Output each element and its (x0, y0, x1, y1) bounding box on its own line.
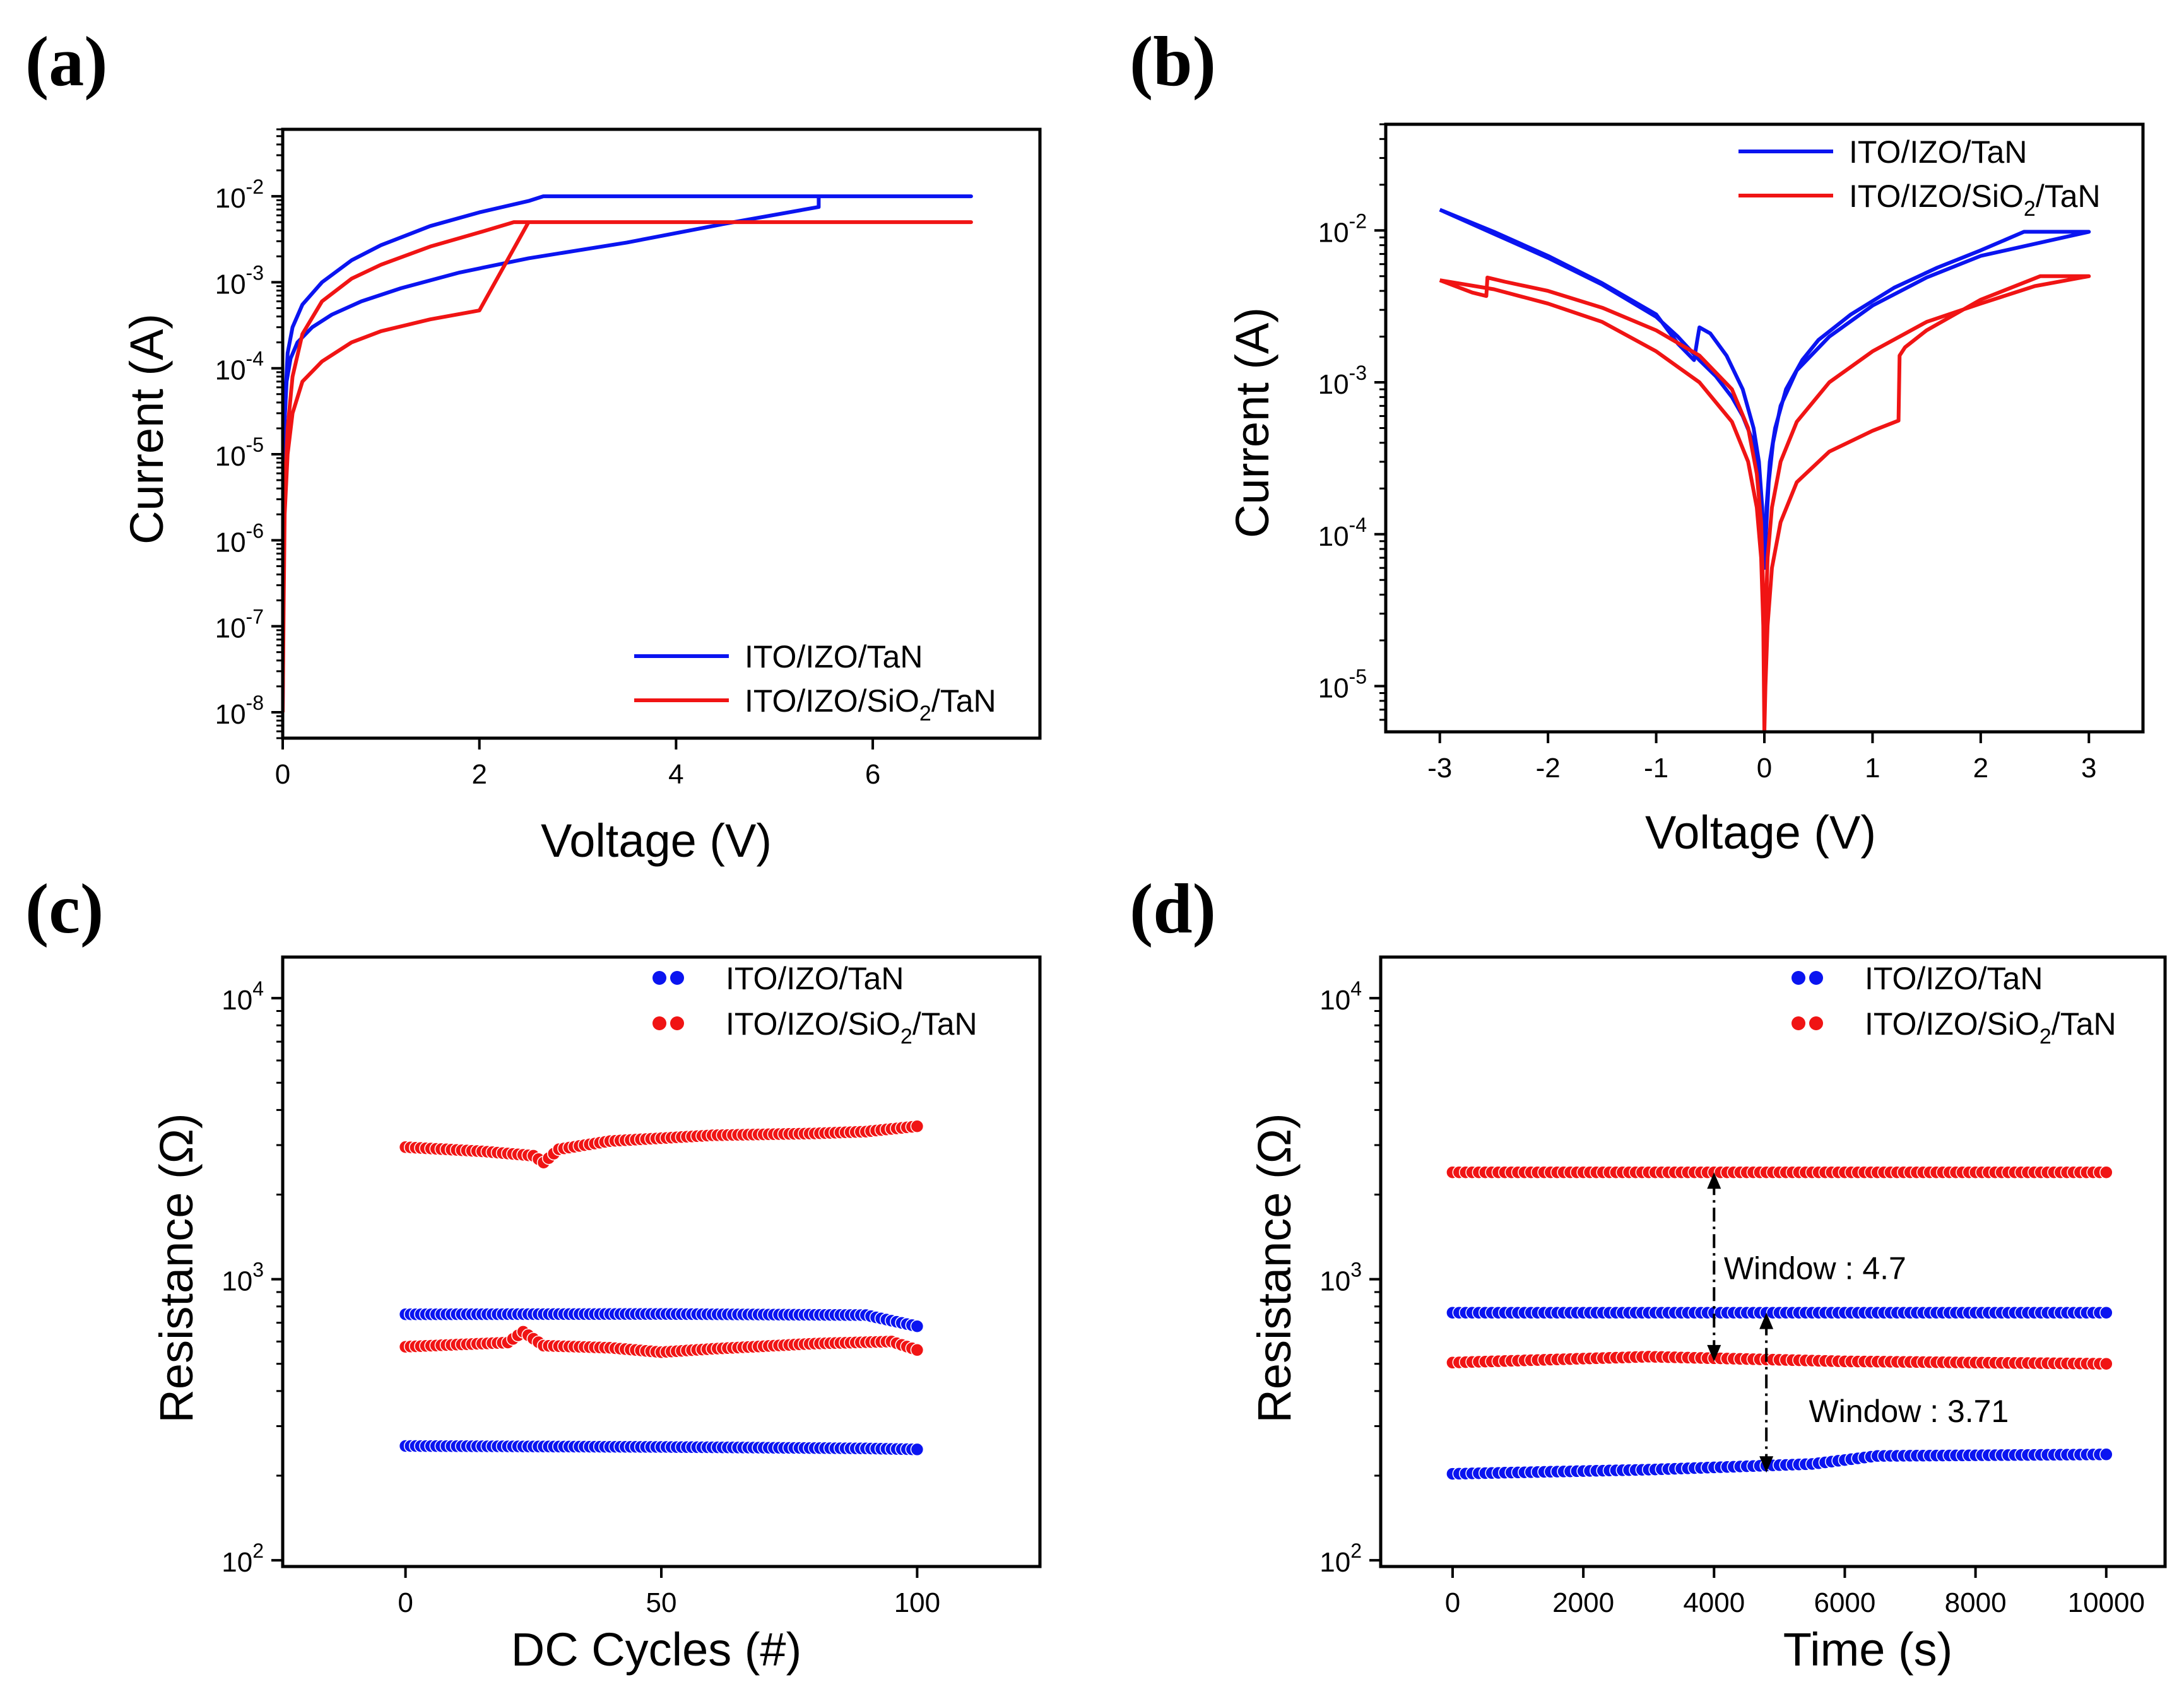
legend-label: ITO/IZO/TaN (1849, 134, 2027, 170)
x-tick-label: -2 (1536, 753, 1561, 784)
legend-label: ITO/IZO/SiO2/TaN (1849, 179, 2101, 221)
panel-c-x-axis-label: DC Cycles (#) (511, 1623, 801, 1676)
x-tick-label: 4 (668, 759, 683, 790)
legend-swatch (652, 1016, 666, 1030)
window-arrow-head-down (1707, 1344, 1721, 1361)
data-point (2099, 1165, 2113, 1179)
panel-d: (d) Time (s) Resistance (Ω) 0 2000 4000 600… (1130, 870, 2167, 1676)
panel-d-y-axis-label: Resistance (Ω) (1248, 1113, 1301, 1423)
legend-label: ITO/IZO/TaN (745, 639, 923, 674)
x-tick-label: 1 (1865, 753, 1880, 784)
x-tick-label: 2 (1973, 753, 1988, 784)
data-layer (283, 194, 973, 713)
data-point (910, 1442, 924, 1457)
panel-a-label: (a) (25, 23, 108, 101)
series-line-2 (1439, 274, 2091, 732)
legend-label: ITO/IZO/SiO2/TaN (1865, 1006, 2116, 1049)
panel-c: (c) DC Cycles (#) Resistance (Ω) 0 50 1001… (25, 870, 1042, 1676)
panel-a: (a) Voltage (V) Current (A) 0 2 4 610-810-7… (25, 23, 1042, 867)
panel-d-label: (d) (1130, 870, 1216, 948)
data-point (2099, 1305, 2113, 1320)
x-tick-label: 6 (865, 759, 880, 790)
legend-label: ITO/IZO/SiO2/TaN (745, 683, 996, 726)
x-tick-label: 10000 (2068, 1587, 2145, 1618)
plot-frame (1379, 955, 2167, 1568)
panel-c-label: (c) (25, 870, 103, 948)
legend-swatch (670, 971, 684, 985)
panel-a-y-axis-label: Current (A) (121, 314, 173, 544)
x-tick-label: 2 (471, 759, 487, 790)
series-line-1 (1439, 208, 2091, 570)
x-tick-label: 8000 (1945, 1587, 2007, 1618)
legend-swatch (1791, 971, 1805, 985)
x-tick-label: 0 (398, 1587, 413, 1618)
data-point (910, 1343, 924, 1357)
data-layer (1439, 208, 2091, 732)
series-line-2 (283, 220, 973, 713)
plot-frame (1384, 122, 2145, 734)
plot-frame (281, 127, 1042, 740)
data-point (910, 1119, 924, 1133)
x-tick-label: 3 (2081, 753, 2096, 784)
x-tick-label: -1 (1644, 753, 1668, 784)
x-tick-label: 0 (1757, 753, 1772, 784)
window-annotation: Window : 3.71 (1809, 1394, 2009, 1429)
x-tick-label: 100 (894, 1587, 940, 1618)
legend-swatch (1791, 1016, 1805, 1030)
series-line-1 (283, 194, 973, 713)
data-point (910, 1319, 924, 1333)
legend-swatch (652, 971, 666, 985)
legend-swatch (670, 1016, 684, 1030)
legend-label: ITO/IZO/TaN (1865, 961, 2043, 996)
data-point (2099, 1356, 2113, 1371)
x-tick-label: 0 (1445, 1587, 1460, 1618)
x-tick-label: 50 (646, 1587, 677, 1618)
panel-b-y-axis-label: Current (A) (1226, 307, 1278, 538)
panel-b: (b) Voltage (V) Current (A) -3 -2 -1 0 1 2 310… (1130, 23, 2145, 859)
legend-label: ITO/IZO/SiO2/TaN (726, 1006, 977, 1049)
x-tick-label: 0 (275, 759, 290, 790)
panel-b-x-axis-label: Voltage (V) (1645, 806, 1876, 859)
data-layer (1446, 1165, 2113, 1481)
plot-frame (281, 955, 1042, 1568)
x-tick-label: 4000 (1683, 1587, 1745, 1618)
window-arrow-head-up (1707, 1172, 1721, 1189)
window-annotation: Window : 4.7 (1724, 1251, 1906, 1286)
panel-a-x-axis-label: Voltage (V) (541, 814, 772, 867)
panel-b-label: (b) (1130, 23, 1216, 101)
panel-d-x-axis-label: Time (s) (1783, 1623, 1953, 1676)
legend-label: ITO/IZO/TaN (726, 961, 904, 996)
legend-swatch (1809, 971, 1823, 985)
x-tick-label: 2000 (1552, 1587, 1614, 1618)
panel-c-y-axis-label: Resistance (Ω) (150, 1113, 203, 1423)
window-arrow-head-up (1759, 1312, 1774, 1329)
x-tick-label: -3 (1427, 753, 1452, 784)
data-layer (398, 1119, 924, 1457)
data-point (2099, 1447, 2113, 1462)
x-tick-label: 6000 (1814, 1587, 1875, 1618)
window-arrow-head-down (1759, 1456, 1774, 1473)
legend-swatch (1809, 1016, 1823, 1030)
